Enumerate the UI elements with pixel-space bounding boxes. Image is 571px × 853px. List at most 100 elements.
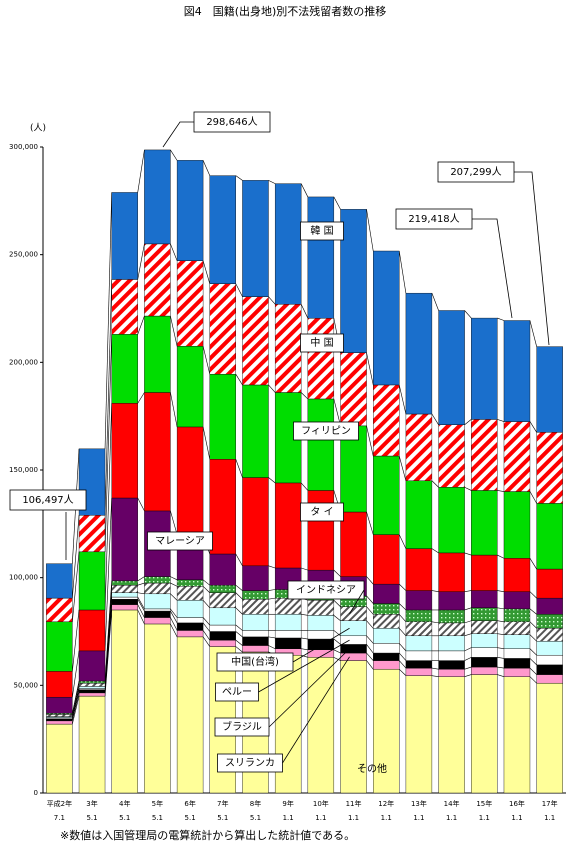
connector [431,590,439,592]
bar-segment [78,650,106,682]
connector [398,660,407,669]
legend-item: ブラジル [214,648,350,737]
connector [464,590,472,592]
y-tick-label: 200,000 [9,358,38,366]
connector [366,511,374,535]
bar-segment [144,149,171,245]
bar-segment [78,689,106,694]
bar-segment [307,630,335,640]
bar-segment [340,209,367,353]
footnote: ※数値は入国管理局の電算統計から算出した統計値である。 [60,828,355,842]
connector [268,180,276,184]
connector [333,398,341,426]
connector [235,374,243,386]
bar-segment [78,692,106,697]
bar-segment [405,660,433,669]
bar-segment [471,674,498,794]
connector [431,413,439,425]
connector [333,569,341,577]
connector [268,597,276,600]
bar-segment [176,600,204,618]
x-tick-label: 9年 [282,799,293,808]
bar-segment [111,192,138,280]
connector [399,603,407,611]
connector [497,490,505,492]
legend-label: フィリピン [301,425,351,437]
bar-segment [209,624,236,632]
connector [104,497,113,651]
bar-segment [405,609,433,623]
connector [235,553,243,566]
y-tick-label: 300,000 [9,143,38,151]
bar-segment [46,597,73,623]
connector [366,635,374,644]
bar-segment [209,459,236,555]
connector [235,584,243,591]
x-tick-label: 5.1 [119,814,130,822]
connector [399,583,407,591]
connector [170,243,178,261]
connector [268,645,276,649]
connector [268,589,276,591]
connector [170,315,178,347]
bar-segment [176,426,204,535]
connector [268,477,276,484]
connector [497,647,505,650]
connector [497,554,505,559]
connector [333,649,341,654]
bar-segment [144,243,171,317]
callout: 106,497人 [9,489,87,560]
bar-segment [209,175,236,284]
legend-box [293,421,359,441]
bar-segment [274,183,302,305]
connector [137,596,145,610]
connector [235,624,243,631]
bar-segment [471,490,498,556]
bar-segment [46,563,73,599]
bar-segment [373,614,400,629]
connector [235,631,243,638]
connector [202,346,211,375]
connector [235,283,243,297]
connector [202,617,211,626]
x-tick-label: 1.1 [544,814,555,822]
x-tick-label: 1.1 [413,814,424,822]
connector [431,293,439,311]
legend-item: 中 国 [300,333,344,353]
bar-segment [111,403,138,499]
bar-segment [242,590,269,600]
bar-segment [340,620,367,637]
x-tick-label: 14年 [444,799,460,808]
bar-segment [111,279,138,335]
bar-segment [503,491,531,559]
legend-label: ブラジル [222,720,262,733]
connector [398,250,407,294]
connector [137,604,145,618]
connector [137,592,145,595]
connector [497,607,505,610]
x-tick-label: 6年 [184,799,195,808]
bar-segment [438,424,465,488]
connector [431,480,439,488]
bar-segment [144,608,171,612]
connector [301,567,308,571]
bar-segment [78,680,106,684]
connector [366,595,374,604]
x-tick-label: 1.1 [511,814,522,822]
bar-segment [274,303,302,393]
bar-segment [111,596,138,600]
connector [366,576,374,585]
connector [170,593,178,601]
bar-segment [242,630,269,638]
x-tick-label: 16年 [509,799,525,808]
bar-segment [536,346,563,433]
connector [529,658,537,666]
y-tick-label: 150,000 [9,466,38,474]
bar-segment [536,628,563,642]
bar-segment [405,480,433,549]
legend-item: 中国(台湾) [216,627,350,672]
bar-segment [405,413,433,481]
bar-segment [373,250,400,386]
x-tick-label: 12年 [378,799,394,808]
bar-segment [242,384,269,478]
